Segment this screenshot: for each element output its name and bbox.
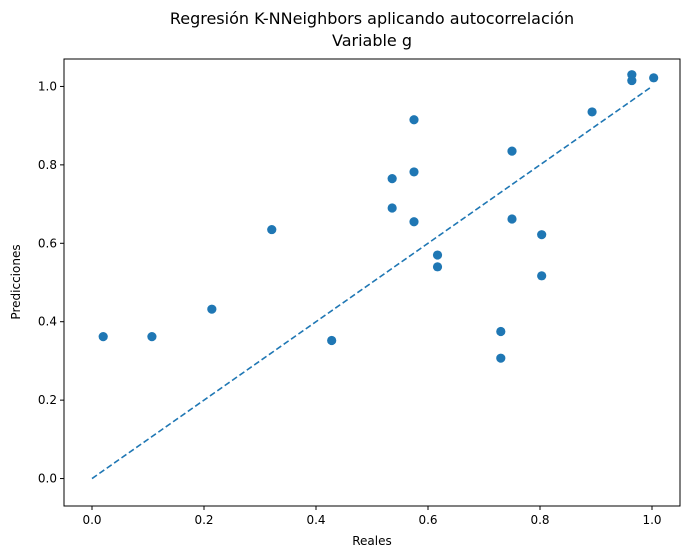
reference-line (91, 85, 653, 480)
x-tick-label: 0.4 (306, 513, 325, 527)
data-point (147, 332, 157, 342)
data-point (409, 167, 419, 177)
y-tick-label: 0.4 (38, 315, 57, 329)
x-axis-label: Reales (352, 534, 392, 548)
x-tick-label: 0.2 (194, 513, 213, 527)
x-tick-label: 0.0 (82, 513, 101, 527)
data-point (409, 115, 419, 125)
plot-frame (63, 58, 681, 507)
data-point (327, 335, 337, 346)
data-point (627, 75, 637, 86)
x-tick-label: 0.6 (418, 513, 437, 527)
x-tick-label: 0.8 (530, 513, 549, 527)
data-point (432, 262, 443, 272)
data-point (207, 304, 217, 314)
data-point (537, 230, 547, 240)
data-point (537, 271, 547, 281)
y-tick-label: 1.0 (38, 79, 57, 93)
data-point (496, 353, 506, 363)
chart-title: Regresión K-NNeighbors aplicando autocor… (170, 9, 574, 28)
data-point (496, 326, 506, 337)
data-point (587, 107, 597, 117)
data-point (267, 224, 277, 235)
data-point (507, 214, 517, 224)
y-tick-label: 0.6 (38, 236, 57, 250)
data-point (409, 217, 419, 227)
chart-subtitle: Variable g (332, 31, 412, 50)
y-tick-label: 0.8 (38, 158, 57, 172)
data-point (649, 73, 659, 83)
y-axis-label: Predicciones (9, 244, 23, 319)
data-point (387, 203, 397, 213)
data-point (507, 146, 517, 156)
data-point (387, 173, 397, 184)
data-point (432, 250, 443, 260)
x-tick-label: 1.0 (642, 513, 661, 527)
plot-area: 0.0 0.2 0.4 0.6 0.8 1.0 0.0 0.2 0.4 0.6 0.8 1.0 (38, 58, 681, 527)
y-tick-label: 0.2 (38, 393, 57, 407)
data-point (98, 332, 108, 342)
y-tick-label: 0.0 (38, 472, 57, 486)
